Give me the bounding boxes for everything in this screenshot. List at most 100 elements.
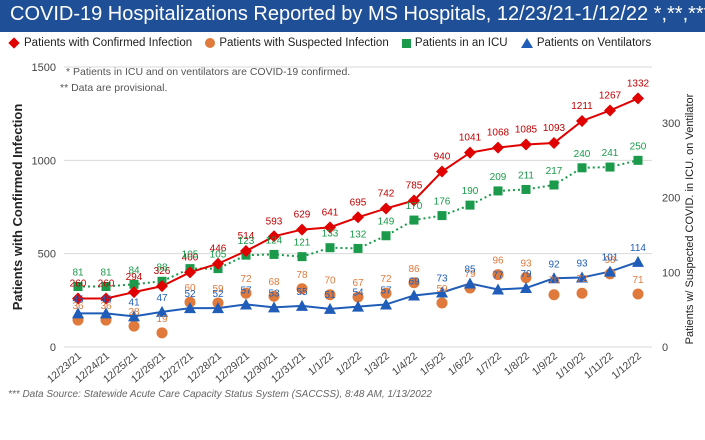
confirmed-data-label: 1041 [459, 133, 482, 144]
vent-data-label: 85 [464, 265, 476, 276]
suspected-data-label: 60 [184, 283, 196, 294]
confirmed-data-label: 1332 [627, 78, 650, 89]
vent-point [268, 301, 280, 313]
confirmed-data-label: 1093 [543, 123, 566, 134]
confirmed-point [212, 257, 224, 270]
legend-label-suspected: Patients with Suspected Infection [219, 37, 389, 49]
suspected-data-label: 96 [492, 256, 504, 267]
vent-data-label: 47 [156, 293, 168, 304]
icu-point [101, 282, 111, 292]
confirmed-point [604, 104, 616, 117]
vent-point [408, 289, 420, 301]
title-bar: COVID-19 Hospitalizations Reported by MS… [0, 0, 705, 32]
icu-point [465, 200, 475, 210]
confirmed-point [240, 245, 252, 258]
vent-point [604, 265, 616, 277]
y-tick-label: 500 [38, 249, 56, 261]
confirmed-data-label: 742 [378, 188, 395, 199]
vent-point [296, 299, 308, 311]
legend-item-vent[interactable]: Patients on Ventilators [520, 37, 652, 49]
x-tick-label: 1/10/22 [553, 350, 588, 382]
confirmed-point [436, 165, 448, 178]
x-tick-label: 1/2/22 [334, 350, 364, 378]
confirmed-point [184, 266, 196, 279]
icu-point [437, 211, 447, 221]
suspected-point [324, 289, 336, 301]
suspected-data-label: 36 [72, 301, 84, 312]
vent-point [352, 300, 364, 312]
x-tick-label: 1/1/22 [306, 350, 336, 378]
confirmed-data-label: 260 [70, 278, 87, 289]
y2-tick-label: 200 [662, 193, 680, 205]
x-tick-label: 1/3/22 [362, 350, 392, 378]
vent-point [436, 286, 448, 298]
icu-point [73, 282, 83, 292]
x-tick-label: 1/7/22 [474, 350, 504, 378]
suspected-data-label: 93 [520, 259, 532, 270]
confirmed-data-label: 1211 [571, 101, 593, 112]
confirmed-point [408, 194, 420, 207]
suspected-data-label: 70 [324, 276, 336, 287]
icu-point [297, 252, 307, 262]
legend-label-vent: Patients on Ventilators [536, 37, 652, 49]
vent-data-label: 93 [576, 259, 588, 270]
vent-data-label: 51 [324, 290, 336, 301]
vent-point [492, 283, 504, 295]
vent-point [548, 272, 560, 284]
confirmed-point [576, 114, 588, 127]
icu-point [577, 163, 587, 173]
icu-data-label: 133 [322, 229, 339, 240]
suspected-data-label: 72 [576, 274, 588, 285]
vent-data-label: 57 [240, 285, 252, 296]
suspected-data-label: 86 [408, 264, 420, 275]
confirmed-data-label: 695 [350, 197, 367, 208]
confirmed-data-label: 326 [154, 266, 171, 277]
vent-point [380, 298, 392, 310]
suspected-data-label: 98 [604, 255, 616, 266]
vent-point [100, 307, 112, 319]
icu-data-label: 176 [434, 197, 451, 208]
square-marker-icon [401, 38, 411, 48]
confirmed-data-label: 1267 [599, 90, 622, 101]
suspected-data-label: 67 [352, 278, 364, 289]
vent-point [632, 255, 644, 267]
confirmed-data-label: 400 [182, 252, 199, 263]
icu-data-label: 84 [128, 265, 140, 276]
vent-data-label: 54 [352, 288, 364, 299]
icu-point [381, 231, 391, 241]
confirmed-data-label: 785 [406, 180, 423, 191]
icu-data-label: 132 [350, 229, 367, 240]
legend-item-suspected[interactable]: Patients with Suspected Infection [205, 37, 389, 49]
suspected-data-label: 79 [464, 269, 476, 280]
chart-legend: Patients with Confirmed Infection Patien… [8, 37, 661, 55]
legend-label-icu: Patients in an ICU [414, 37, 508, 49]
vent-data-label: 45 [100, 294, 112, 305]
vent-data-label: 73 [436, 273, 448, 284]
icu-data-label: 81 [100, 268, 112, 279]
icu-point [269, 249, 279, 259]
legend-item-confirmed[interactable]: Patients with Confirmed Infection [8, 37, 192, 49]
y2-tick-label: 0 [662, 342, 668, 354]
confirmed-point [352, 211, 364, 224]
confirmed-data-label: 593 [266, 216, 283, 227]
suspected-point [408, 277, 420, 289]
icu-data-label: 217 [546, 166, 563, 177]
icu-data-label: 209 [490, 172, 507, 183]
confirmed-data-label: 629 [294, 210, 311, 221]
x-tick-label: 1/5/22 [418, 350, 448, 378]
vent-data-label: 52 [212, 289, 224, 300]
icu-data-label: 105 [182, 250, 199, 261]
confirmed-point [128, 286, 140, 299]
icu-point [325, 243, 335, 253]
confirmed-data-label: 260 [98, 278, 115, 289]
suspected-data-label: 28 [128, 307, 140, 318]
icu-data-label: 124 [266, 235, 283, 246]
confirmed-data-label: 514 [238, 231, 255, 242]
suspected-data-label: 72 [240, 274, 252, 285]
icu-point [633, 155, 643, 165]
vent-point [520, 282, 532, 294]
suspected-point [548, 289, 560, 301]
legend-item-icu[interactable]: Patients in an ICU [401, 37, 508, 49]
suspected-data-label: 19 [156, 314, 168, 325]
suspected-data-label: 36 [100, 301, 112, 312]
